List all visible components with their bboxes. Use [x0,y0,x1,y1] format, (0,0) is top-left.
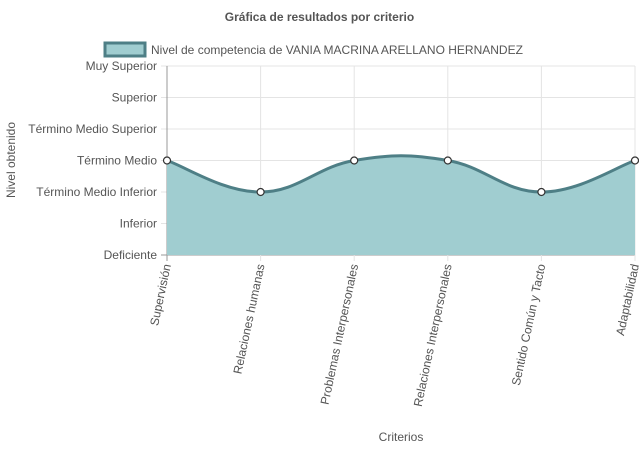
y-axis-ticks: Deficiente Inferior Término Medio Inferior… [28,59,157,262]
y-tick-label: Muy Superior [86,59,157,73]
x-tick-label: Adaptabilidad [613,263,639,337]
legend[interactable]: Nivel de competencia de VANIA MACRINA AR… [103,41,523,58]
data-point[interactable] [256,187,265,197]
data-point[interactable] [350,156,359,165]
y-tick-label: Deficiente [104,248,158,262]
x-axis-ticks: Supervisión Relaciones humanas Problemas I… [147,262,639,407]
chart-title: Gráfica de resultados por criterio [225,10,414,24]
y-tick-label: Término Medio [77,154,157,168]
plot-area [166,154,636,255]
x-tick-label: Sentido Común y Tacto [509,262,549,386]
x-tick-label: Relaciones humanas [231,263,268,376]
data-points [162,156,639,197]
x-tick-label: Relaciones Interpersonales [411,263,455,408]
data-point[interactable] [162,156,172,165]
x-tick-label: Supervisión [147,263,174,327]
x-tick-label: Problemas Interpersonales [318,263,362,406]
series-line [166,154,636,194]
legend-swatch [103,41,147,58]
y-axis-title: Nivel obtenido [4,122,18,198]
y-tick-label: Término Medio Superior [28,122,157,136]
legend-label: Nivel de competencia de VANIA MACRINA AR… [151,43,523,57]
x-axis-title: Criterios [379,430,424,444]
data-point[interactable] [537,187,546,197]
y-tick-label: Superior [112,91,157,105]
data-point[interactable] [630,156,639,165]
y-tick-label: Inferior [120,217,157,231]
y-tick-label: Término Medio Inferior [36,185,157,199]
series-area [167,155,635,255]
data-point[interactable] [443,156,452,165]
